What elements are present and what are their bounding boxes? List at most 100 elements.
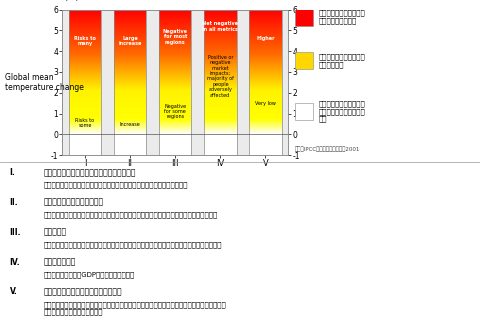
Bar <box>249 107 282 108</box>
Bar <box>249 41 282 42</box>
Bar <box>249 38 282 39</box>
Bar <box>114 93 146 94</box>
Bar <box>159 46 192 47</box>
Bar <box>114 35 146 36</box>
Bar <box>249 26 282 27</box>
Bar <box>204 26 237 27</box>
Bar <box>249 99 282 100</box>
Bar <box>114 36 146 37</box>
Bar <box>159 68 192 69</box>
Bar <box>249 87 282 88</box>
Bar <box>114 119 146 120</box>
Bar <box>249 30 282 31</box>
Bar <box>69 102 101 103</box>
Bar <box>159 71 192 72</box>
Bar <box>114 82 146 83</box>
Bar <box>204 55 237 56</box>
Bar <box>249 89 282 90</box>
Bar <box>204 120 237 121</box>
Bar <box>114 17 146 18</box>
Bar <box>69 49 101 50</box>
Bar <box>204 61 237 62</box>
Bar <box>204 36 237 37</box>
Bar <box>159 25 192 26</box>
Bar <box>114 106 146 107</box>
Bar <box>249 20 282 21</box>
Bar <box>69 93 101 94</box>
Bar <box>114 27 146 28</box>
Bar <box>114 10 146 11</box>
Bar <box>159 114 192 115</box>
Bar <box>114 71 146 72</box>
Bar <box>69 66 101 67</box>
Bar <box>159 42 192 43</box>
Bar <box>249 105 282 106</box>
Bar <box>159 16 192 17</box>
Text: 特異で危機に書されているシステムのリスク: 特異で危機に書されているシステムのリスク <box>43 168 136 177</box>
Bar <box>69 120 101 121</box>
Bar <box>69 36 101 37</box>
Bar <box>204 78 237 79</box>
Bar <box>159 107 192 108</box>
Bar <box>114 25 146 26</box>
Bar <box>159 118 192 119</box>
Bar <box>249 25 282 26</box>
Bar <box>114 78 146 79</box>
Text: II.: II. <box>10 198 18 207</box>
Bar <box>114 18 146 19</box>
Bar <box>204 79 237 80</box>
Bar <box>204 89 237 90</box>
Bar <box>69 35 101 36</box>
Bar <box>249 88 282 89</box>
Bar <box>204 57 237 58</box>
Bar <box>114 14 146 15</box>
Bar <box>114 91 146 92</box>
Bar <box>69 27 101 28</box>
Bar <box>159 10 192 155</box>
Bar <box>204 42 237 43</box>
Bar <box>69 17 101 18</box>
Bar <box>204 126 237 127</box>
Bar <box>159 128 192 129</box>
Bar <box>249 35 282 36</box>
Bar <box>159 73 192 74</box>
Bar <box>159 48 192 49</box>
Bar <box>249 91 282 92</box>
Bar <box>114 127 146 128</box>
Bar <box>69 112 101 113</box>
Bar <box>204 77 237 78</box>
Bar <box>204 80 237 81</box>
Bar <box>69 73 101 74</box>
Bar <box>114 67 146 68</box>
Bar <box>204 13 237 14</box>
Bar <box>114 81 146 82</box>
Bar <box>159 45 192 46</box>
Bar <box>69 76 101 77</box>
Bar <box>114 45 146 46</box>
Bar <box>114 103 146 104</box>
Bar <box>204 102 237 103</box>
Bar <box>159 112 192 113</box>
Bar <box>114 62 146 63</box>
Bar <box>114 65 146 66</box>
Bar <box>204 14 237 15</box>
Bar <box>204 22 237 23</box>
Bar <box>204 100 237 101</box>
Bar <box>69 88 101 89</box>
Bar <box>69 36 101 37</box>
Bar <box>114 32 146 33</box>
Bar <box>204 70 237 71</box>
Bar <box>69 106 101 107</box>
Bar <box>249 71 282 72</box>
Bar <box>249 42 282 43</box>
Bar <box>69 109 101 110</box>
Bar <box>249 100 282 101</box>
Bar <box>249 33 282 34</box>
Text: 地域差が大きい農作物生産、水利用、健康影響などが、ほとんどの地域で悪影響になるリスク: 地域差が大きい農作物生産、水利用、健康影響などが、ほとんどの地域で悪影響になるリ… <box>43 242 222 248</box>
Bar <box>114 97 146 98</box>
Bar <box>249 61 282 62</box>
Bar <box>204 35 237 36</box>
Bar <box>204 75 237 76</box>
Bar <box>159 85 192 86</box>
Text: (℃): (℃) <box>65 0 79 2</box>
